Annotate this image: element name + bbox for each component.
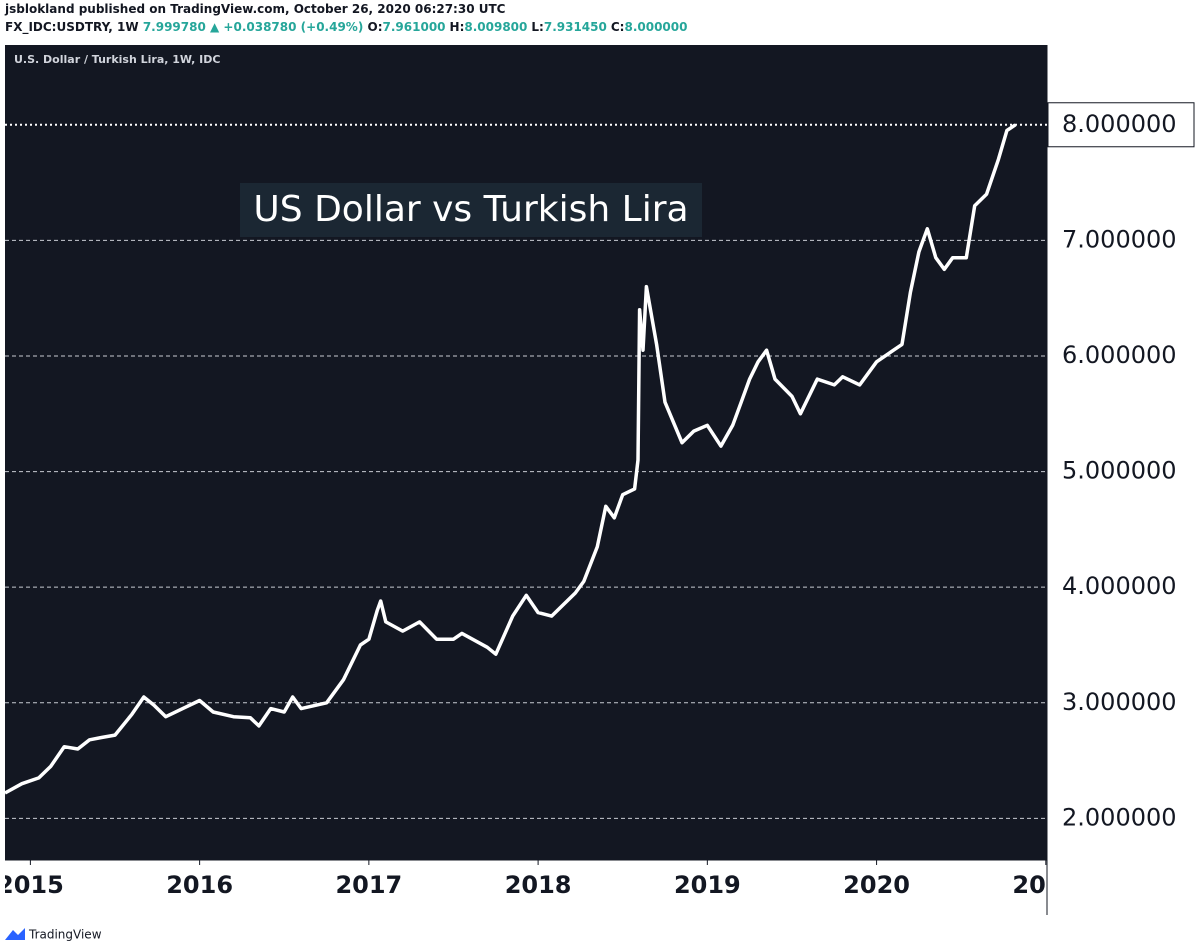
annotation-box [240,183,702,237]
y-tick-label: 3.000000 [1062,688,1177,716]
ohlc-value: 7.931450 [543,20,607,34]
y-tick-label: 7.000000 [1062,225,1177,253]
brand: TradingView [28,928,102,942]
y-tick-label: 5.000000 [1062,457,1177,485]
logo-icon [5,928,25,940]
published-line: jsblokland published on TradingView.com,… [5,2,505,16]
symbol: FX_IDC:USDTRY, 1W [5,20,139,34]
x-tick-label: 2021 [1012,871,1079,899]
plot-background [5,45,1047,860]
last-price-label: 8.000000 [1062,110,1177,138]
ohlc: O:7.961000 H:8.009800 L:7.931450 C:8.000000 [368,20,692,34]
logo [5,928,25,940]
x-tick-label: 2020 [843,871,910,899]
annotation: US Dollar vs Turkish Lira [253,189,688,230]
x-axis: 2015 2016 2017 2018 2019 2020 2021 [0,860,1079,899]
y-tick-label: 6.000000 [1062,341,1177,369]
x-tick-label: 2015 [0,871,64,899]
y-tick-label: 2.000000 [1062,803,1177,831]
y-tick-label: 4.000000 [1062,572,1177,600]
last-price-box [1047,102,1195,148]
ohlc-value: 7.961000 [382,20,446,34]
x-tick-label: 2019 [674,871,741,899]
legend-text: U.S. Dollar / Turkish Lira, 1W, IDC [14,53,220,66]
published: jsblokland published on TradingView.com,… [5,2,506,16]
ohlc-value: 8.009800 [464,20,528,34]
x-tick-label: 2016 [166,871,233,899]
ohlc-label: H: [449,20,465,34]
x-tick-label: 2018 [505,871,572,899]
ohlc-label: L: [531,20,544,34]
ohlc-label: O: [367,20,383,34]
x-tick-label: 2017 [335,871,402,899]
price-line [4,123,1017,795]
change: ▲ +0.038780 (+0.49%) [210,20,364,34]
ohlc-value: 8.000000 [624,20,688,34]
ohlc-label: C: [610,20,625,34]
price: 7.999780 [142,20,206,34]
quote-line: FX_IDC:USDTRY, 1W 7.999780 ▲ +0.038780 (… [5,20,691,34]
